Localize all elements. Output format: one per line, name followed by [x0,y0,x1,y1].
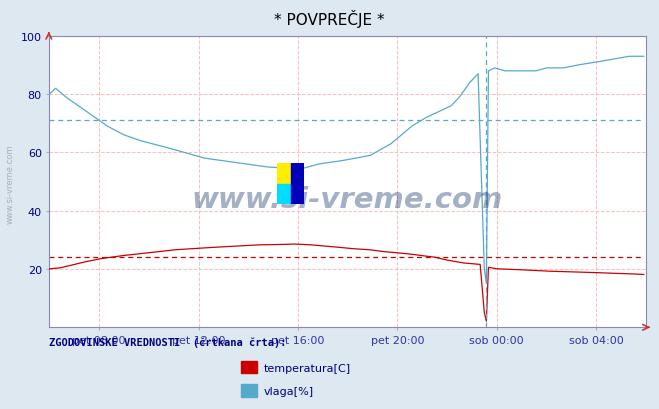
Text: www.si-vreme.com: www.si-vreme.com [5,144,14,224]
Text: vlaga[%]: vlaga[%] [264,387,314,396]
Text: www.si-vreme.com: www.si-vreme.com [192,185,503,213]
Text: ZGODOVINSKE VREDNOSTI  (črtkana črta):: ZGODOVINSKE VREDNOSTI (črtkana črta): [49,337,287,348]
Bar [277,164,291,184]
Text: temperatura[C]: temperatura[C] [264,363,351,373]
Bar [277,184,291,204]
Bar [291,164,304,204]
Text: * POVPREČJE *: * POVPREČJE * [274,10,385,28]
